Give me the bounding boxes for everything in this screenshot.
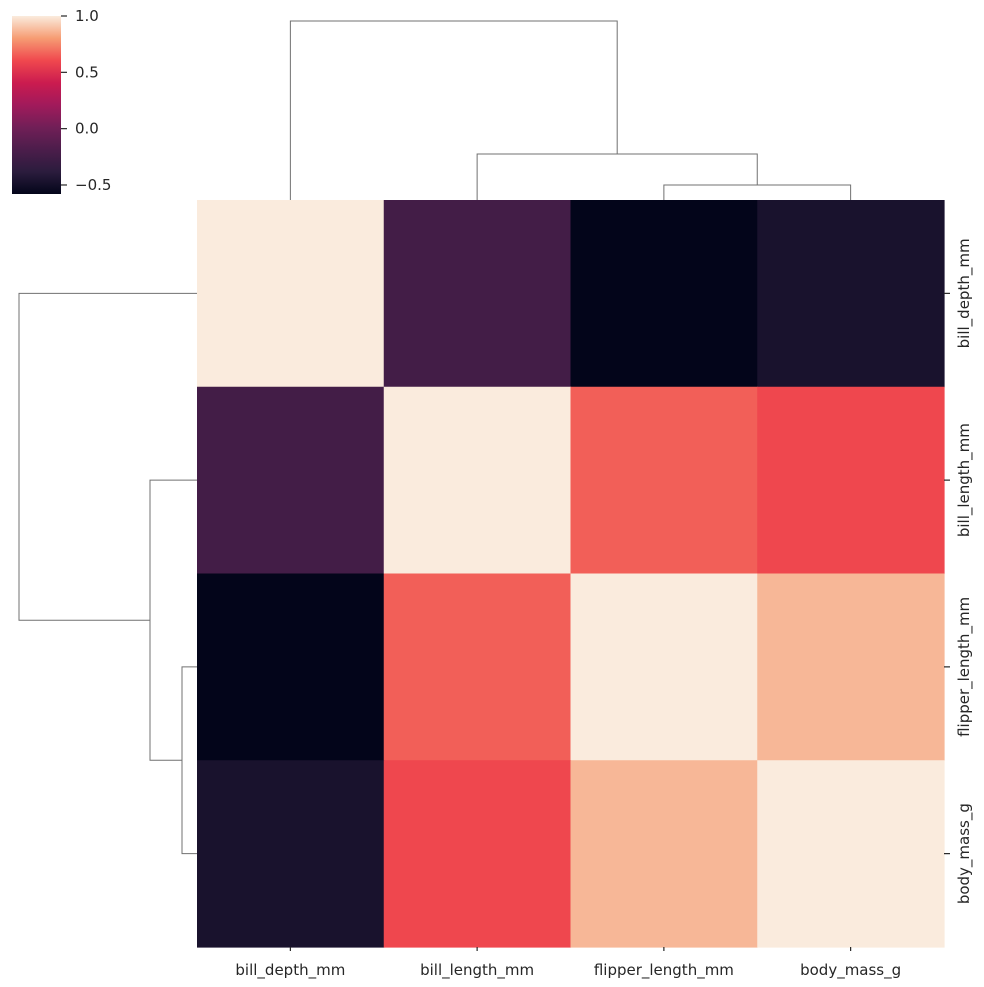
heatmap-cell-bill_length_mm-flipper_length_mm — [570, 386, 758, 575]
colorbar-tick-label: 0.0 — [75, 120, 99, 138]
column-label-bill_length_mm: bill_length_mm — [420, 961, 534, 980]
row-label-body_mass_g: body_mass_g — [955, 803, 974, 904]
column-dendrogram-link-2 — [476, 153, 758, 200]
row-label-bill_length_mm: bill_length_mm — [955, 423, 974, 537]
row-label-bill_depth_mm: bill_depth_mm — [955, 238, 974, 348]
colorbar-tick-label: 1.0 — [75, 7, 99, 25]
heatmap-cell-body_mass_g-bill_depth_mm — [197, 760, 385, 948]
row-dendrogram-link-2 — [149, 479, 197, 761]
row-tick-labels: bill_depth_mm bill_length_mm flipper_lengt… — [944, 238, 974, 904]
heatmap-cells — [197, 200, 945, 948]
heatmap-cell-bill_depth_mm-body_mass_g — [757, 200, 945, 388]
heatmap-cell-bill_length_mm-body_mass_g — [757, 386, 945, 575]
heatmap-cell-bill_depth_mm-bill_depth_mm — [197, 200, 385, 388]
heatmap-cell-bill_length_mm-bill_depth_mm — [197, 386, 385, 575]
column-dendrogram — [289, 20, 852, 200]
colorbar: 1.0 0.5 0.0 −0.5 — [12, 7, 111, 194]
heatmap-cell-bill_depth_mm-bill_length_mm — [383, 200, 572, 388]
column-dendrogram-link-1 — [663, 184, 852, 200]
row-dendrogram-link-3 — [18, 292, 197, 621]
heatmap-cell-body_mass_g-body_mass_g — [757, 760, 945, 948]
colorbar-gradient — [12, 16, 61, 194]
colorbar-tick-label: −0.5 — [75, 176, 111, 194]
heatmap-cell-flipper_length_mm-bill_length_mm — [383, 573, 572, 761]
heatmap-cell-flipper_length_mm-bill_depth_mm — [197, 573, 385, 761]
heatmap-cell-body_mass_g-bill_length_mm — [383, 760, 572, 948]
row-dendrogram — [18, 292, 197, 855]
heatmap-cell-bill_depth_mm-flipper_length_mm — [570, 200, 758, 388]
heatmap-cell-flipper_length_mm-body_mass_g — [757, 573, 945, 761]
heatmap-cell-bill_length_mm-bill_length_mm — [383, 386, 572, 575]
column-dendrogram-link-3 — [289, 20, 618, 200]
column-label-flipper_length_mm: flipper_length_mm — [594, 961, 734, 980]
row-dendrogram-link-1 — [181, 666, 197, 855]
heatmap-cell-flipper_length_mm-flipper_length_mm — [570, 573, 758, 761]
heatmap-cell-body_mass_g-flipper_length_mm — [570, 760, 758, 948]
row-label-flipper_length_mm: flipper_length_mm — [955, 597, 974, 737]
column-tick-labels: bill_depth_mm bill_length_mm flipper_lengt… — [235, 947, 901, 980]
column-label-bill_depth_mm: bill_depth_mm — [235, 961, 345, 980]
column-label-body_mass_g: body_mass_g — [800, 961, 901, 980]
colorbar-tick-label: 0.5 — [75, 63, 99, 81]
